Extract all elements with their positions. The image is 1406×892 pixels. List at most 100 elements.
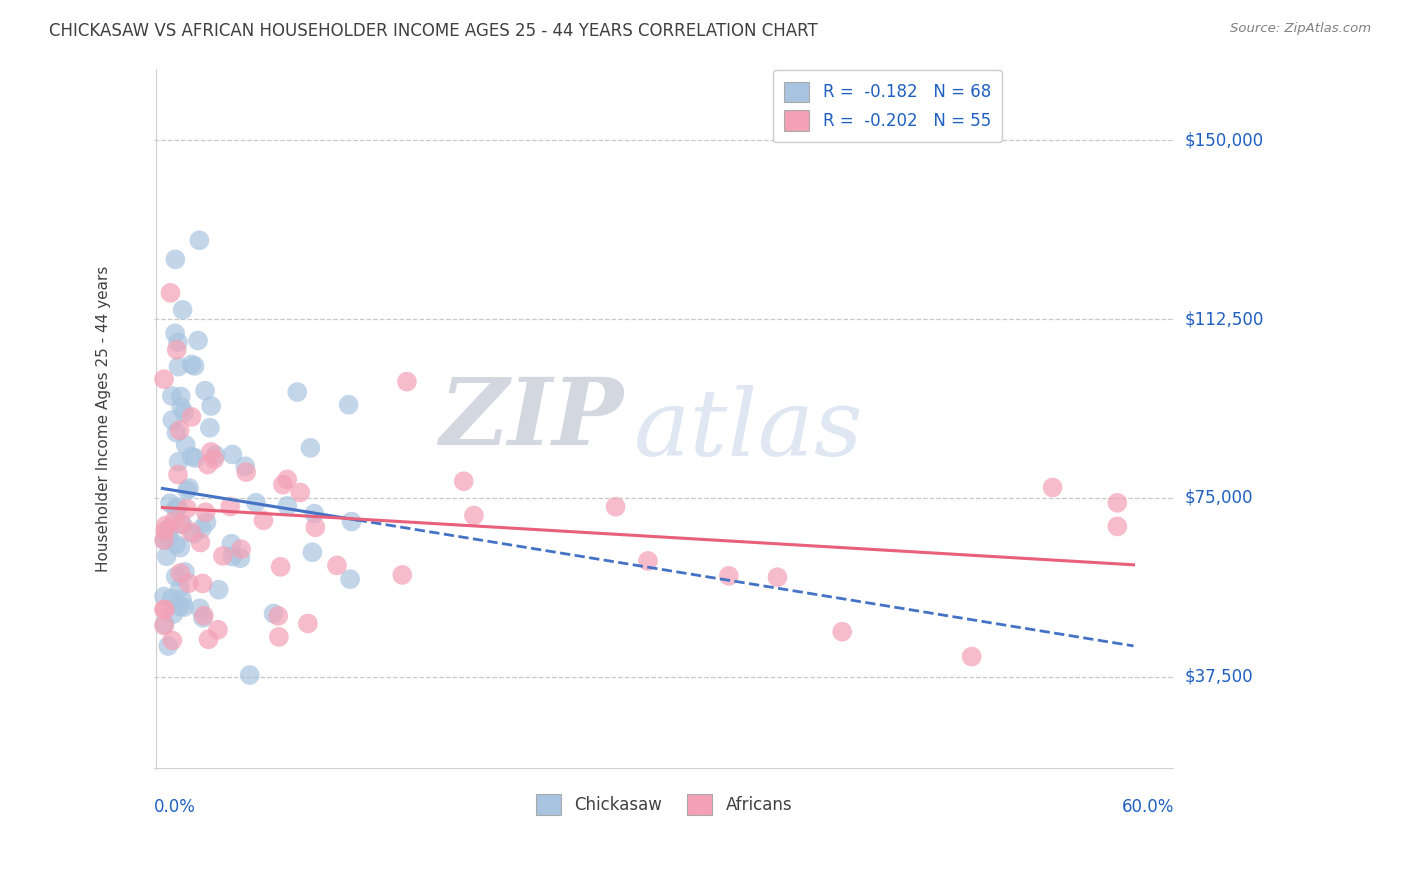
- Point: [197, 458, 219, 472]
- Point: [174, 565, 197, 579]
- Point: [391, 568, 413, 582]
- Point: [221, 447, 243, 461]
- Point: [179, 481, 201, 495]
- Point: [153, 590, 176, 604]
- Point: [1107, 496, 1129, 510]
- Point: [267, 609, 290, 624]
- Point: [299, 441, 322, 455]
- Point: [169, 581, 191, 595]
- Point: [160, 389, 183, 403]
- Point: [157, 521, 180, 535]
- Point: [191, 522, 214, 536]
- Text: $75,000: $75,000: [1185, 489, 1254, 507]
- Point: [198, 421, 221, 435]
- Point: [173, 405, 195, 419]
- Point: [204, 448, 226, 462]
- Point: [271, 477, 294, 491]
- Point: [167, 500, 190, 515]
- Point: [155, 549, 177, 564]
- Point: [276, 472, 298, 486]
- Point: [180, 450, 202, 464]
- Point: [153, 603, 176, 617]
- Point: [270, 559, 292, 574]
- Point: [221, 549, 243, 564]
- Point: [212, 549, 235, 563]
- Point: [170, 389, 193, 403]
- Point: [165, 326, 187, 341]
- Text: Householder Income Ages 25 - 44 years: Householder Income Ages 25 - 44 years: [96, 266, 111, 573]
- Point: [172, 517, 194, 532]
- Point: [153, 533, 176, 547]
- Point: [960, 649, 983, 664]
- Point: [276, 499, 298, 513]
- Point: [160, 591, 183, 606]
- Point: [166, 343, 188, 357]
- Point: [180, 357, 202, 371]
- Point: [153, 602, 176, 616]
- Point: [193, 608, 215, 623]
- Text: 60.0%: 60.0%: [1122, 798, 1174, 816]
- Point: [162, 607, 184, 621]
- Point: [155, 518, 177, 533]
- Point: [453, 475, 475, 489]
- Point: [463, 508, 485, 523]
- Point: [162, 413, 184, 427]
- Point: [170, 401, 193, 415]
- Text: $150,000: $150,000: [1185, 131, 1264, 149]
- Text: $112,500: $112,500: [1185, 310, 1264, 328]
- Point: [239, 668, 262, 682]
- Point: [831, 624, 853, 639]
- Point: [157, 530, 180, 544]
- Point: [219, 500, 242, 514]
- Point: [157, 639, 180, 653]
- Point: [165, 425, 187, 440]
- Point: [207, 623, 229, 637]
- Point: [337, 398, 360, 412]
- Point: [188, 601, 211, 615]
- Point: [605, 500, 627, 514]
- Point: [304, 507, 326, 521]
- Point: [197, 632, 219, 647]
- Point: [290, 485, 312, 500]
- Point: [183, 359, 205, 373]
- Point: [188, 233, 211, 247]
- Point: [1042, 480, 1064, 494]
- Point: [229, 551, 252, 566]
- Point: [153, 372, 176, 386]
- Point: [165, 252, 187, 267]
- Point: [221, 536, 243, 550]
- Point: [170, 517, 193, 532]
- Point: [766, 570, 789, 584]
- Point: [153, 617, 176, 632]
- Point: [187, 334, 209, 348]
- Point: [176, 501, 198, 516]
- Point: [200, 399, 222, 413]
- Point: [167, 467, 190, 482]
- Point: [263, 607, 285, 621]
- Text: Source: ZipAtlas.com: Source: ZipAtlas.com: [1230, 22, 1371, 36]
- Point: [169, 566, 191, 580]
- Point: [169, 423, 191, 437]
- Point: [339, 572, 361, 586]
- Point: [194, 384, 217, 398]
- Point: [285, 385, 308, 400]
- Point: [153, 524, 176, 538]
- Point: [297, 616, 319, 631]
- Point: [200, 445, 222, 459]
- Point: [245, 496, 267, 510]
- Point: [184, 451, 207, 466]
- Point: [169, 541, 191, 555]
- Point: [153, 618, 176, 632]
- Point: [1107, 519, 1129, 533]
- Text: $37,500: $37,500: [1185, 668, 1254, 686]
- Point: [162, 633, 184, 648]
- Point: [191, 576, 214, 591]
- Point: [208, 582, 231, 597]
- Point: [180, 409, 202, 424]
- Point: [717, 569, 740, 583]
- Point: [167, 359, 190, 374]
- Point: [153, 533, 176, 547]
- Text: 0.0%: 0.0%: [155, 798, 197, 816]
- Point: [165, 501, 187, 516]
- Text: ZIP: ZIP: [439, 375, 623, 464]
